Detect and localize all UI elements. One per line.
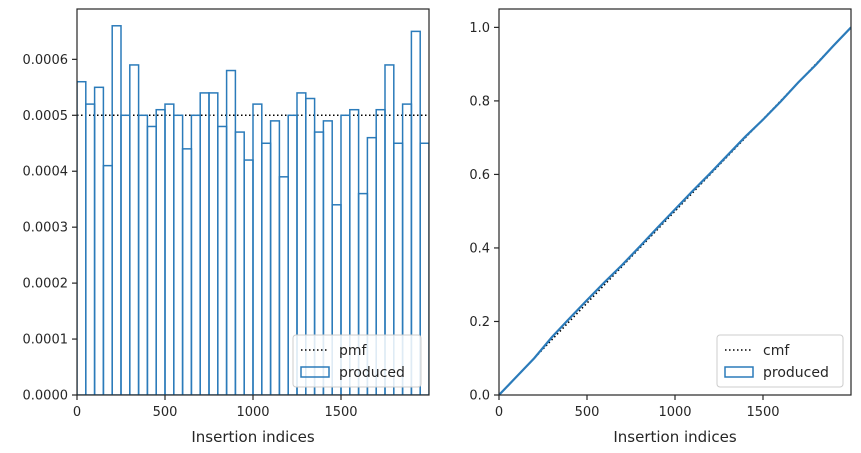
histogram-bar <box>155 108 166 395</box>
y-tick-label: 0.2 <box>469 315 490 330</box>
x-tick-label: 1000 <box>658 405 691 420</box>
legend-box <box>292 334 422 388</box>
y-tick-label: 0.8 <box>469 94 490 109</box>
histogram-bar <box>199 92 210 395</box>
histogram-bar <box>120 114 131 395</box>
legend: pmf produced <box>292 334 422 388</box>
y-tick-label: 0.0002 <box>23 277 69 292</box>
y-tick-label: 0.0003 <box>23 221 69 236</box>
plot-area <box>77 25 429 395</box>
x-tick-label: 1500 <box>324 405 357 420</box>
y-tick-label: 0.4 <box>469 241 490 256</box>
y-tick-label: 0.0 <box>469 389 490 404</box>
legend: cmf produced <box>716 334 844 388</box>
legend-label-cmf: cmf <box>763 343 790 359</box>
y-tick-label: 1.0 <box>469 21 490 36</box>
panel-2: 0 500 1000 1500 0.0 0.2 0.4 0.6 0.8 1.0 Insertion … <box>469 8 852 446</box>
histogram-bar <box>85 103 96 395</box>
x-tick-label: 1500 <box>746 405 779 420</box>
histogram-bar <box>146 125 157 395</box>
y-tick-label: 0.0006 <box>23 53 69 68</box>
histogram-bar <box>261 142 272 395</box>
y-tick-label: 0.0001 <box>23 333 69 348</box>
histogram-bar <box>137 114 149 395</box>
legend-swatch-produced <box>724 366 754 378</box>
x-axis-label: Insertion indices <box>191 428 314 446</box>
x-tick-label: 0 <box>495 405 503 420</box>
histogram-bar <box>269 120 281 395</box>
x-tick-label: 500 <box>575 405 600 420</box>
panel-1: 0 500 1000 1500 0.0000 0.0001 0.0002 0.0003 0.00… <box>23 8 430 446</box>
histogram-bar <box>419 142 429 395</box>
histogram-bar <box>102 164 113 395</box>
histogram-bar <box>252 103 263 395</box>
produced-line <box>499 26 851 395</box>
legend-swatch-produced <box>300 366 330 378</box>
legend-label-pmf: pmf <box>339 343 368 359</box>
histogram-bar <box>225 69 237 395</box>
plot-area <box>499 26 851 395</box>
histogram-bar <box>217 125 228 395</box>
legend-label-produced: produced <box>763 365 829 381</box>
histogram-bar <box>111 25 122 395</box>
histogram-bar <box>190 114 201 395</box>
histogram-bar <box>77 80 87 395</box>
x-tick-label: 1000 <box>236 405 269 420</box>
x-tick-label: 0 <box>73 405 81 420</box>
histogram-bar <box>208 92 219 395</box>
histogram-bar <box>164 103 175 395</box>
y-tick-label: 0.6 <box>469 168 490 183</box>
histogram-bar <box>93 86 105 395</box>
histogram-bar <box>234 131 245 395</box>
histogram-bar <box>278 176 289 395</box>
y-tick-label: 0.0004 <box>23 165 69 180</box>
x-tick-label: 500 <box>153 405 178 420</box>
legend-label-produced: produced <box>339 365 405 381</box>
histogram-bar <box>181 148 193 395</box>
histogram-bar <box>243 159 254 395</box>
histogram-bar <box>173 114 184 395</box>
y-tick-label: 0.0000 <box>23 389 69 404</box>
histogram-bar <box>129 64 140 395</box>
x-axis-label: Insertion indices <box>613 428 736 446</box>
legend-box <box>716 334 844 388</box>
y-tick-label: 0.0005 <box>23 109 69 124</box>
